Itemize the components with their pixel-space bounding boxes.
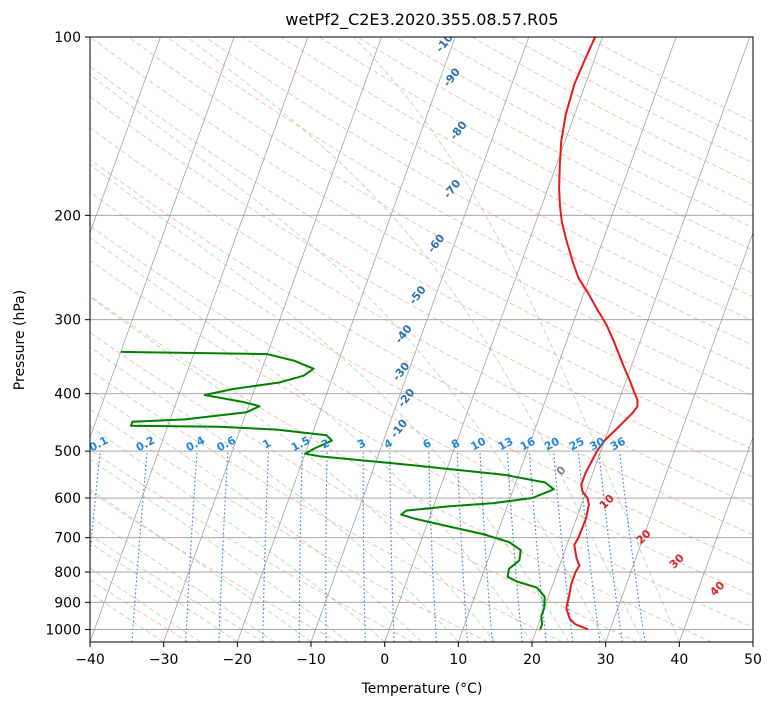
isotherm-line [753, 37, 775, 642]
x-tick-label: 0 [380, 652, 389, 668]
mixing-ratio-label: 13 [496, 435, 516, 454]
dry-adiabat-label: -50 [406, 283, 429, 307]
dry-adiabat [0, 37, 338, 642]
dry-adiabat [205, 37, 775, 642]
dry-adiabat-label: -30 [390, 359, 413, 383]
mixing-ratio-line [299, 451, 302, 642]
background-lines [0, 37, 775, 642]
x-tick-label: −10 [296, 652, 326, 668]
dry-adiabat [586, 37, 775, 642]
x-tick-label: 40 [670, 652, 688, 668]
dry-adiabat-label: -20 [395, 386, 418, 410]
mixing-ratio-label: 8 [449, 436, 462, 451]
isotherm-line [237, 37, 455, 642]
mixing-ratio-label: 4 [382, 436, 395, 451]
moist-adiabat [0, 37, 311, 642]
x-tick-label: −40 [75, 652, 105, 668]
moist-adiabat-label: 40 [707, 579, 727, 599]
dry-adiabat [281, 37, 775, 642]
moist-adiabat-label: 30 [667, 551, 687, 571]
moist-adiabat-label: 20 [634, 527, 654, 547]
dry-adiabat [510, 37, 775, 642]
dry-adiabat [0, 37, 189, 642]
y-axis: 1000 900 800 700 600 500 400 300 200 100 [45, 30, 90, 638]
y-tick-label: 700 [54, 531, 81, 547]
moist-adiabat [0, 37, 569, 642]
dry-adiabat [0, 37, 488, 642]
y-tick-label: 500 [54, 444, 81, 460]
x-tick-label: 20 [523, 652, 541, 668]
moist-adiabat [0, 37, 348, 642]
moist-adiabat [0, 37, 385, 642]
plot-frame [90, 37, 753, 642]
dry-adiabat-label: -70 [441, 177, 464, 201]
mixing-ratio-line [363, 451, 365, 642]
y-tick-label: 100 [54, 30, 81, 46]
isotherm-line [164, 37, 382, 642]
isotherm-line [90, 37, 308, 642]
isotherm-line [606, 37, 775, 642]
y-tick-label: 300 [54, 313, 81, 329]
x-tick-label: 50 [744, 652, 762, 668]
y-tick-label: 600 [54, 491, 81, 507]
mixing-ratio-line [480, 451, 492, 642]
series-layer [121, 37, 638, 629]
y-tick-label: 900 [54, 595, 81, 611]
isotherm-line [16, 37, 234, 642]
mixing-ratio-label: 20 [542, 435, 562, 454]
moist-adiabat-label: 0 [554, 463, 569, 478]
moist-adiabat-label: 10 [597, 492, 617, 512]
dry-adiabat [0, 37, 775, 642]
dry-adiabat [243, 37, 775, 642]
isotherm-line [458, 37, 676, 642]
x-tick-label: 30 [597, 652, 615, 668]
dry-adiabat-label: -80 [447, 118, 470, 142]
moist-adiabat [0, 37, 458, 642]
mixing-ratio-line [429, 451, 437, 642]
mixing-ratio-line [219, 451, 228, 642]
x-tick-label: 10 [449, 652, 467, 668]
dry-adiabat [0, 37, 775, 642]
moist-adiabat [0, 37, 274, 642]
isotherm-line [679, 37, 775, 642]
isotherm-line [385, 37, 603, 642]
grid [0, 37, 775, 642]
y-tick-label: 800 [54, 565, 81, 581]
chart-title: wetPf2_C2E3.2020.355.08.57.R05 [285, 10, 558, 30]
moist-adiabat [0, 37, 422, 642]
dry-adiabat [0, 37, 775, 642]
mixing-ratio-label: 1 [260, 436, 273, 451]
mixing-ratio-label: 16 [518, 435, 538, 454]
x-axis: −40 −30 −20 −10 0 10 20 30 40 50 [75, 642, 762, 668]
dry-adiabat [472, 37, 775, 642]
dry-adiabat [90, 37, 775, 642]
dry-adiabat [0, 37, 562, 642]
dry-adiabat [0, 37, 413, 642]
dry-adiabat [0, 37, 712, 642]
mixing-ratio-label: 25 [567, 435, 587, 454]
x-axis-title: Temperature (°C) [361, 681, 483, 697]
mixing-ratio-label: 30 [587, 435, 607, 454]
dry-adiabat [319, 37, 775, 642]
dry-adiabat [52, 37, 775, 642]
mixing-ratio-label: 10 [469, 435, 489, 454]
mixing-ratio-line [82, 451, 101, 642]
y-tick-label: 1000 [45, 622, 81, 638]
mixing-ratio-label: 3 [355, 436, 368, 451]
x-tick-label: −20 [223, 652, 253, 668]
dry-adiabat-label: -60 [425, 231, 448, 255]
mixing-ratio-label: 36 [608, 435, 628, 454]
dry-adiabat [0, 37, 775, 642]
dry-adiabat [0, 37, 637, 642]
mixing-ratio-line [326, 451, 327, 642]
y-tick-label: 200 [54, 208, 81, 224]
x-tick-label: −30 [149, 652, 179, 668]
y-axis-title: Pressure (hPa) [12, 290, 28, 390]
y-tick-label: 400 [54, 387, 81, 403]
mixing-ratio-line [457, 451, 467, 642]
dry-adiabat [0, 37, 775, 642]
